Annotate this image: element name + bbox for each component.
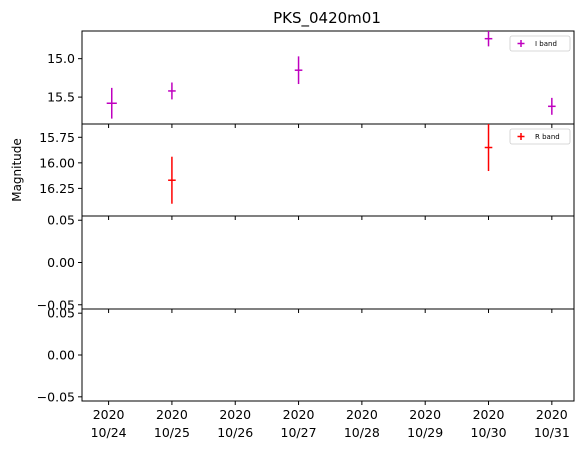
- y-tick-label: 0.05: [47, 213, 75, 228]
- legend-frame: [509, 128, 571, 145]
- panel-frame: [81, 30, 575, 125]
- legend-label: R band: [535, 133, 560, 141]
- x-tick-label-year: 2020: [346, 407, 378, 422]
- x-tick-label-year: 2020: [93, 407, 125, 422]
- data-point-i-band-0: [106, 87, 117, 119]
- data-point-i-band-1: [168, 82, 176, 100]
- panel-frame: [81, 308, 575, 402]
- data-point-i-band-2: [294, 56, 303, 85]
- x-tick-label-year: 2020: [473, 407, 505, 422]
- x-tick-label-date: 10/25: [154, 425, 190, 440]
- data-point-i-band-3: [484, 31, 493, 47]
- data-point-i-band-4: [548, 97, 556, 115]
- panel-r-band: 15.75 16.00 16.25 R band: [39, 123, 575, 220]
- x-tick-label-year: 2020: [409, 407, 441, 422]
- panel-frame: [81, 123, 575, 217]
- y-tick-label: −0.05: [37, 389, 75, 404]
- legend-r-band: R band: [509, 128, 571, 145]
- x-tick-label-date: 10/28: [344, 425, 380, 440]
- chart-title: PKS_0420m01: [273, 9, 381, 28]
- x-tick-label-date: 10/27: [281, 425, 317, 440]
- x-tick-label-date: 10/29: [407, 425, 443, 440]
- y-tick-label: 16.00: [39, 155, 75, 170]
- panel-i-band: 15.0 15.5 I band: [47, 30, 575, 128]
- x-tick-label-date: 10/30: [471, 425, 507, 440]
- x-tick-label-year: 2020: [536, 407, 568, 422]
- legend-frame: [509, 35, 571, 52]
- x-tick-label-year: 2020: [156, 407, 188, 422]
- legend-label: I band: [535, 40, 557, 48]
- x-tick-label-year: 2020: [283, 407, 315, 422]
- legend-i-band: I band: [509, 35, 571, 52]
- data-point-r-band-0: [168, 156, 176, 204]
- x-tick-label-date: 10/24: [91, 425, 127, 440]
- y-tick-label: 0.05: [47, 306, 75, 321]
- data-point-r-band-1: [484, 124, 493, 172]
- panel-empty-panel-3: 0.05 0.00 −0.05: [37, 213, 575, 313]
- panel-empty-panel-4: 0.05 0.00 −0.05: [37, 306, 575, 405]
- y-tick-label: 15.75: [39, 130, 75, 145]
- x-tick-label-date: 10/26: [217, 425, 253, 440]
- y-tick-label: 16.25: [39, 181, 75, 196]
- y-tick-label: 0.00: [47, 348, 75, 363]
- x-tick-label-date: 10/31: [534, 425, 570, 440]
- y-tick-label: 0.00: [47, 255, 75, 270]
- x-tick-label-year: 2020: [219, 407, 251, 422]
- y-axis-label: Magnitude: [10, 138, 24, 202]
- y-tick-label: 15.5: [47, 90, 75, 105]
- y-tick-label: 15.0: [47, 51, 75, 66]
- y-tick-label: −0.05: [37, 297, 75, 312]
- panel-frame: [81, 215, 575, 310]
